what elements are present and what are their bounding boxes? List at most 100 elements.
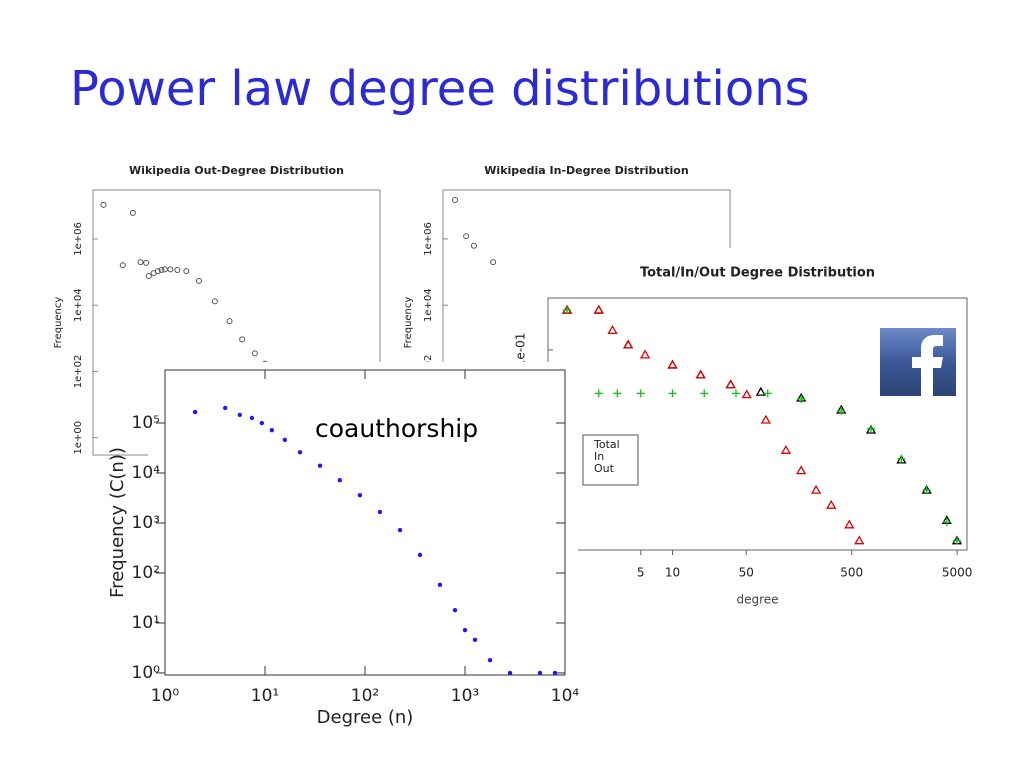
legend-label: Total	[593, 438, 620, 451]
point	[161, 266, 168, 273]
point	[158, 267, 165, 274]
point	[741, 389, 752, 399]
annotation: coauthorship	[315, 414, 478, 443]
point	[636, 389, 645, 398]
y-tick-label: 10⁰	[132, 663, 161, 683]
x-tick-label: 10⁴	[551, 686, 580, 706]
point	[226, 318, 233, 325]
point	[490, 259, 497, 266]
point	[507, 670, 513, 675]
x-tick-label: 50	[739, 566, 754, 580]
point	[952, 536, 961, 545]
point	[472, 637, 478, 643]
point	[211, 298, 218, 305]
y-tick-label: 10³	[132, 513, 160, 533]
legend-label: In	[594, 450, 604, 463]
point	[317, 463, 323, 468]
x-tick-label: 10²	[351, 686, 379, 706]
y-tick-label: 10²	[132, 563, 160, 583]
y-tick-label: 10¹	[132, 613, 160, 633]
x-tick-label: 10³	[451, 686, 479, 706]
point	[797, 394, 806, 403]
point	[463, 233, 470, 240]
point	[462, 627, 468, 633]
point	[844, 519, 855, 529]
point	[223, 405, 228, 411]
point	[377, 509, 383, 515]
point	[607, 325, 618, 335]
point	[269, 427, 275, 433]
points	[192, 405, 558, 675]
point	[668, 389, 677, 398]
x-tick-label: 10¹	[251, 686, 279, 706]
point	[167, 266, 174, 273]
x-axis-label: degree	[736, 593, 778, 607]
charts: Wikipedia Out-Degree Distribution 1e+00 1e…	[45, 155, 1000, 738]
point	[297, 450, 303, 455]
point	[897, 454, 906, 463]
point	[613, 389, 622, 398]
point	[452, 608, 458, 613]
point	[397, 527, 403, 533]
point	[552, 670, 558, 675]
point	[129, 209, 136, 216]
y-tick-label: 1e+04	[73, 288, 84, 322]
y-tick-label: 10⁵	[132, 413, 160, 433]
point	[183, 268, 190, 275]
point	[470, 242, 477, 249]
point	[725, 379, 736, 389]
x-tick-label: 500	[840, 566, 863, 580]
point	[700, 389, 709, 398]
point	[563, 306, 572, 315]
x-tick-label: 5	[637, 566, 645, 580]
point	[922, 486, 931, 495]
point	[854, 535, 865, 545]
point	[826, 499, 837, 509]
point	[452, 196, 459, 203]
point	[942, 518, 951, 527]
point	[639, 349, 651, 359]
point	[100, 201, 107, 208]
y-tick-label: 1e+00	[73, 421, 84, 455]
point	[780, 444, 792, 454]
point	[810, 484, 822, 494]
point	[593, 304, 604, 314]
facebook-logo	[880, 328, 956, 396]
slide-title: Power law degree distributions	[70, 61, 810, 117]
x-tick-label: 10	[665, 566, 680, 580]
point	[763, 389, 772, 398]
point	[796, 465, 807, 475]
point	[623, 339, 634, 349]
y-axis-label: Frequency	[403, 297, 414, 349]
x-axis-label: Degree (n)	[317, 707, 414, 728]
point	[119, 262, 126, 269]
point	[249, 415, 255, 421]
point	[251, 350, 258, 357]
point	[487, 657, 493, 663]
point	[239, 336, 246, 343]
point	[282, 437, 288, 443]
chart: Total/In/Out Degree Distribution 1e-01 5 10…	[500, 248, 1000, 618]
point	[594, 389, 603, 398]
point	[417, 552, 423, 558]
logo-f	[912, 335, 943, 396]
point	[143, 259, 150, 266]
point	[437, 582, 443, 588]
point	[259, 420, 265, 426]
point	[537, 670, 543, 675]
point	[837, 406, 846, 415]
y-tick-label: 1e-01	[514, 333, 528, 368]
point	[137, 259, 144, 266]
point	[755, 386, 766, 396]
point	[760, 414, 771, 424]
y-tick-label: 10⁴	[132, 463, 161, 483]
y-axis-label: Frequency	[53, 297, 64, 349]
chart-title: Wikipedia In-Degree Distribution	[484, 164, 688, 177]
chart-title: Wikipedia Out-Degree Distribution	[129, 164, 344, 177]
point	[192, 409, 198, 415]
point	[195, 277, 202, 284]
y-axis-label: Frequency (C(n))	[107, 447, 128, 598]
x-tick-label: 5000	[942, 566, 973, 580]
